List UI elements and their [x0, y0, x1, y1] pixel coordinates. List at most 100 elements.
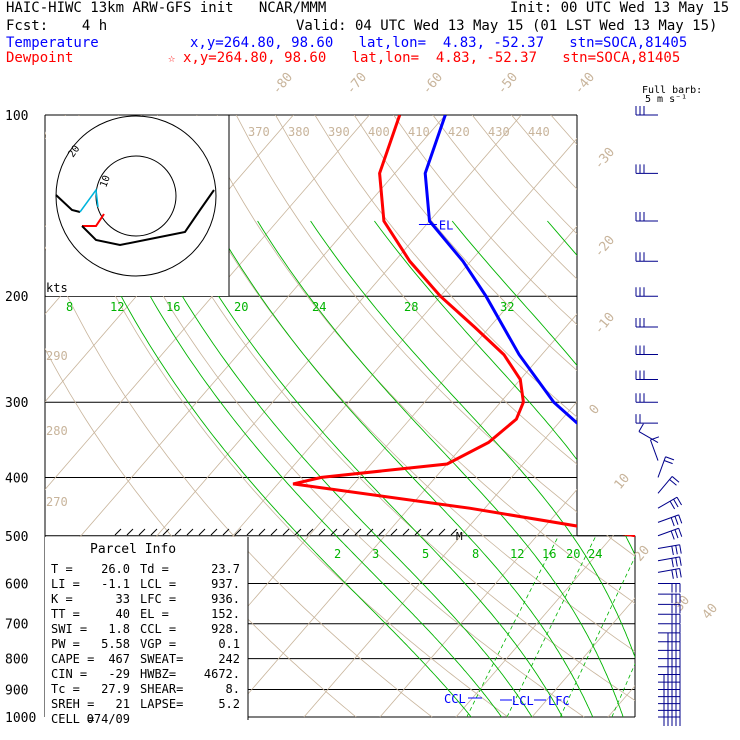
parcel-row-label: CIN =	[51, 667, 87, 681]
parcel-row-value: 26.0	[101, 562, 130, 576]
wind-barb-flag	[679, 568, 682, 578]
hatch-mark	[270, 528, 278, 536]
mixing-ratio-line	[506, 535, 597, 718]
dry-adiabat	[511, 115, 635, 718]
wind-barb	[657, 568, 680, 573]
wind-barb	[657, 544, 680, 550]
pressure-label-200: 200	[5, 290, 28, 305]
star-icon: ☆	[168, 51, 176, 65]
temperature-station-info: x,y=264.80, 98.60 lat,lon= 4.83, -52.37 …	[190, 35, 688, 51]
chart-title: HAIC-HIWC 13km ARW-GFS init NCAR/MMM	[6, 0, 327, 16]
mixing-ratio-label: 5	[422, 547, 429, 561]
parcel-row-label: TT =	[51, 607, 80, 621]
theta-label: 270	[46, 495, 68, 509]
mixing-ratio-line	[611, 535, 635, 718]
isotherm-label: -70	[344, 70, 371, 98]
theta-label: 280	[46, 424, 68, 438]
parcel-panel-bg	[45, 537, 248, 720]
wind-barb-flag	[679, 544, 682, 554]
moist-adiabat-label: 32	[500, 300, 514, 314]
wind-barb-flag	[670, 530, 675, 540]
theta-label: 390	[328, 125, 350, 139]
parcel-row-value: 5.58	[101, 637, 130, 651]
parcel-row-value: 23.7	[211, 562, 240, 576]
moist-adiabat	[451, 220, 635, 718]
isotherm-label: -50	[495, 70, 522, 98]
moist-adiabat	[140, 220, 533, 718]
isotherm-label: 30	[672, 593, 694, 615]
hatch-mark	[150, 528, 158, 536]
hodograph-bg	[46, 116, 229, 296]
isotherm	[227, 115, 635, 718]
moist-adiabat-label: 8	[66, 300, 73, 314]
wind-barb-flag	[675, 545, 678, 555]
parcel-row-value: 936.	[211, 592, 240, 606]
wind-barb	[650, 439, 659, 461]
isotherm	[379, 115, 635, 718]
hatch-mark	[282, 528, 290, 536]
isotherm-label: -80	[270, 70, 297, 98]
dewpoint-legend: Dewpoint	[6, 50, 74, 66]
parcel-row-value: 242	[218, 652, 240, 666]
dry-adiabat	[471, 115, 635, 718]
hatch-mark	[342, 528, 350, 536]
mixing-ratio-label: 8	[472, 547, 479, 561]
wind-barb	[657, 527, 679, 537]
wind-barb-flag	[638, 423, 644, 432]
init-time: Init: 00 UTC Wed 13 May 15	[510, 0, 730, 16]
theta-label: 430	[488, 125, 510, 139]
hatch-mark	[162, 528, 170, 536]
valid-time: Valid: 04 UTC Wed 13 May 15 (01 LST Wed …	[296, 18, 718, 34]
pressure-label-100: 100	[5, 109, 28, 124]
parcel-row-value: 467	[108, 652, 130, 666]
dry-adiabat	[432, 115, 635, 718]
hatch-mark	[222, 528, 230, 536]
parcel-row-label: HWBZ=	[140, 667, 176, 681]
wind-barb-flag	[674, 529, 679, 539]
wind-barb-flag	[675, 569, 678, 579]
wind-barb-flag	[671, 476, 680, 483]
wind-barb-flag	[678, 514, 683, 524]
melting-level-label: M	[456, 530, 463, 543]
theta-label: 380	[288, 125, 310, 139]
hatch-mark	[306, 528, 314, 536]
moist-adiabat	[212, 220, 594, 718]
pressure-label-1000: 1000	[5, 711, 36, 726]
mixing-ratio-line	[466, 535, 559, 718]
pressure-label-400: 400	[5, 471, 28, 486]
wind-barb-flag	[669, 479, 677, 486]
dry-adiabat	[314, 115, 635, 718]
ccl-label: CCL	[444, 692, 466, 706]
isotherm-label: -60	[420, 70, 447, 98]
mixing-ratio-line	[559, 535, 635, 718]
parcel-row-label: T =	[51, 562, 73, 576]
mixing-ratio-label: 3	[372, 547, 379, 561]
dry-adiabat	[78, 115, 585, 718]
wind-barb-flag	[675, 557, 678, 567]
el-label: EL	[439, 218, 453, 232]
wind-barbs	[635, 106, 683, 726]
parcel-row-value: 1.8	[108, 622, 130, 636]
isotherm	[607, 115, 635, 718]
isotherm	[45, 115, 446, 718]
isotherm	[455, 115, 635, 718]
isotherm-label: -10	[592, 310, 619, 338]
hatch-mark	[450, 528, 458, 536]
mixing-ratio-label: 20	[566, 547, 580, 561]
isotherm-label: -20	[592, 233, 619, 261]
dry-adiabat	[708, 115, 740, 717]
wind-barb	[657, 496, 678, 509]
temperature-profile	[423, 115, 635, 719]
wind-barb-flag	[670, 517, 675, 527]
moist-adiabat-label: 28	[404, 300, 418, 314]
wind-barb-flag	[671, 546, 674, 556]
lcl-label: LCL	[512, 694, 534, 708]
dry-adiabat	[550, 115, 635, 718]
moist-adiabat-label: 20	[234, 300, 248, 314]
barb-legend-title: Full barb:	[642, 85, 703, 96]
parcel-row-label: K =	[51, 592, 73, 606]
wind-barb-flag	[676, 496, 682, 506]
hatch-mark	[426, 528, 434, 536]
parcel-row-value: 5.2	[218, 697, 240, 711]
